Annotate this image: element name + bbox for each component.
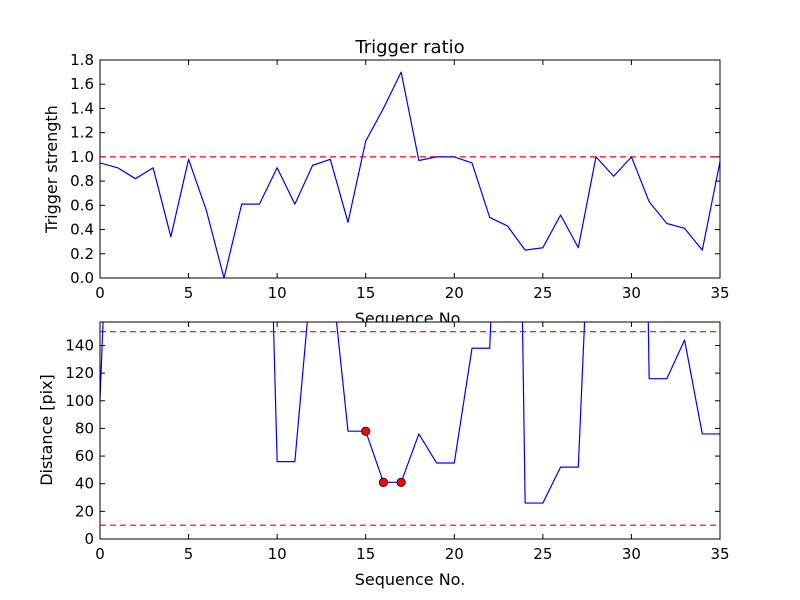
bottom-y-tick-label: 40 <box>75 475 94 493</box>
bottom-series-line <box>100 322 720 504</box>
bottom-panel: 0 5 10 15 20 25 30 35 0 20 40 60 80 100 120 140 Sequenc… <box>37 321 730 589</box>
top-panel: Trigger ratio 0 5 10 15 20 25 30 35 0.0 0.2 0.4 0.6… <box>42 37 730 328</box>
bottom-x-tick-label: 30 <box>622 545 641 563</box>
bottom-x-tick-label: 25 <box>533 545 552 563</box>
bottom-data-marker <box>378 477 389 487</box>
top-x-tick-label: 30 <box>622 284 641 302</box>
bottom-y-tick-label: 20 <box>75 502 94 520</box>
top-x-tick-label: 5 <box>184 284 194 302</box>
bottom-plot-area <box>100 322 720 539</box>
top-y-tick-label: 0.0 <box>70 269 94 287</box>
top-x-tick-label: 20 <box>445 284 464 302</box>
bottom-y-tick-label: 60 <box>75 447 94 465</box>
top-y-tick-label: 0.6 <box>70 196 94 214</box>
bottom-plot-frame <box>99 321 721 540</box>
bottom-y-tick-label: 80 <box>75 419 94 437</box>
top-x-tick-label: 15 <box>356 284 375 302</box>
bottom-y-tick-label: 100 <box>65 392 94 410</box>
top-y-tick-label: 1.8 <box>70 51 94 69</box>
top-y-tick-label: 0.2 <box>70 245 94 263</box>
top-y-tick-label: 0.8 <box>70 172 94 190</box>
bottom-axis-ticks: 0 5 10 15 20 25 30 35 0 20 40 60 80 100 120 140 <box>65 322 730 563</box>
bottom-y-tick-label: 140 <box>65 336 94 354</box>
bottom-data-marker <box>396 477 406 487</box>
bottom-data-marker <box>361 426 371 436</box>
bottom-x-tick-label: 10 <box>268 545 287 563</box>
bottom-threshold-lines <box>100 331 720 526</box>
bottom-x-tick-label: 35 <box>710 545 729 563</box>
top-series-line <box>100 71 720 278</box>
top-x-tick-label: 0 <box>95 284 105 302</box>
top-x-tick-label: 35 <box>710 284 729 302</box>
bottom-series <box>100 322 720 504</box>
bottom-x-tick-label: 20 <box>445 545 464 563</box>
top-y-tick-label: 1.0 <box>70 148 94 166</box>
top-x-tick-label: 25 <box>533 284 552 302</box>
bottom-x-tick-label: 5 <box>184 545 194 563</box>
top-y-tick-label: 1.4 <box>70 99 94 117</box>
bottom-x-axis-label: Sequence No. <box>355 570 466 589</box>
bottom-markers <box>361 426 406 487</box>
bottom-y-tick-label: 120 <box>65 364 94 382</box>
bottom-x-tick-label: 15 <box>356 545 375 563</box>
top-y-tick-label: 1.2 <box>70 124 94 142</box>
top-chart-title: Trigger ratio <box>354 37 464 58</box>
bottom-y-axis-label: Distance [pix] <box>37 374 56 486</box>
top-plot-frame <box>99 59 721 279</box>
top-y-tick-label: 1.6 <box>70 75 94 93</box>
top-y-tick-label: 0.4 <box>70 221 94 239</box>
bottom-y-tick-label: 0 <box>84 530 94 548</box>
top-plot-area <box>100 60 720 278</box>
bottom-x-tick-label: 0 <box>95 545 105 563</box>
top-x-tick-label: 10 <box>268 284 287 302</box>
top-axis-ticks: 0 5 10 15 20 25 30 35 0.0 0.2 0.4 0.6 0.8 1.0 1.2 1.4 1.… <box>70 51 729 302</box>
top-series <box>100 71 720 278</box>
top-y-axis-label: Trigger strength <box>42 105 61 234</box>
